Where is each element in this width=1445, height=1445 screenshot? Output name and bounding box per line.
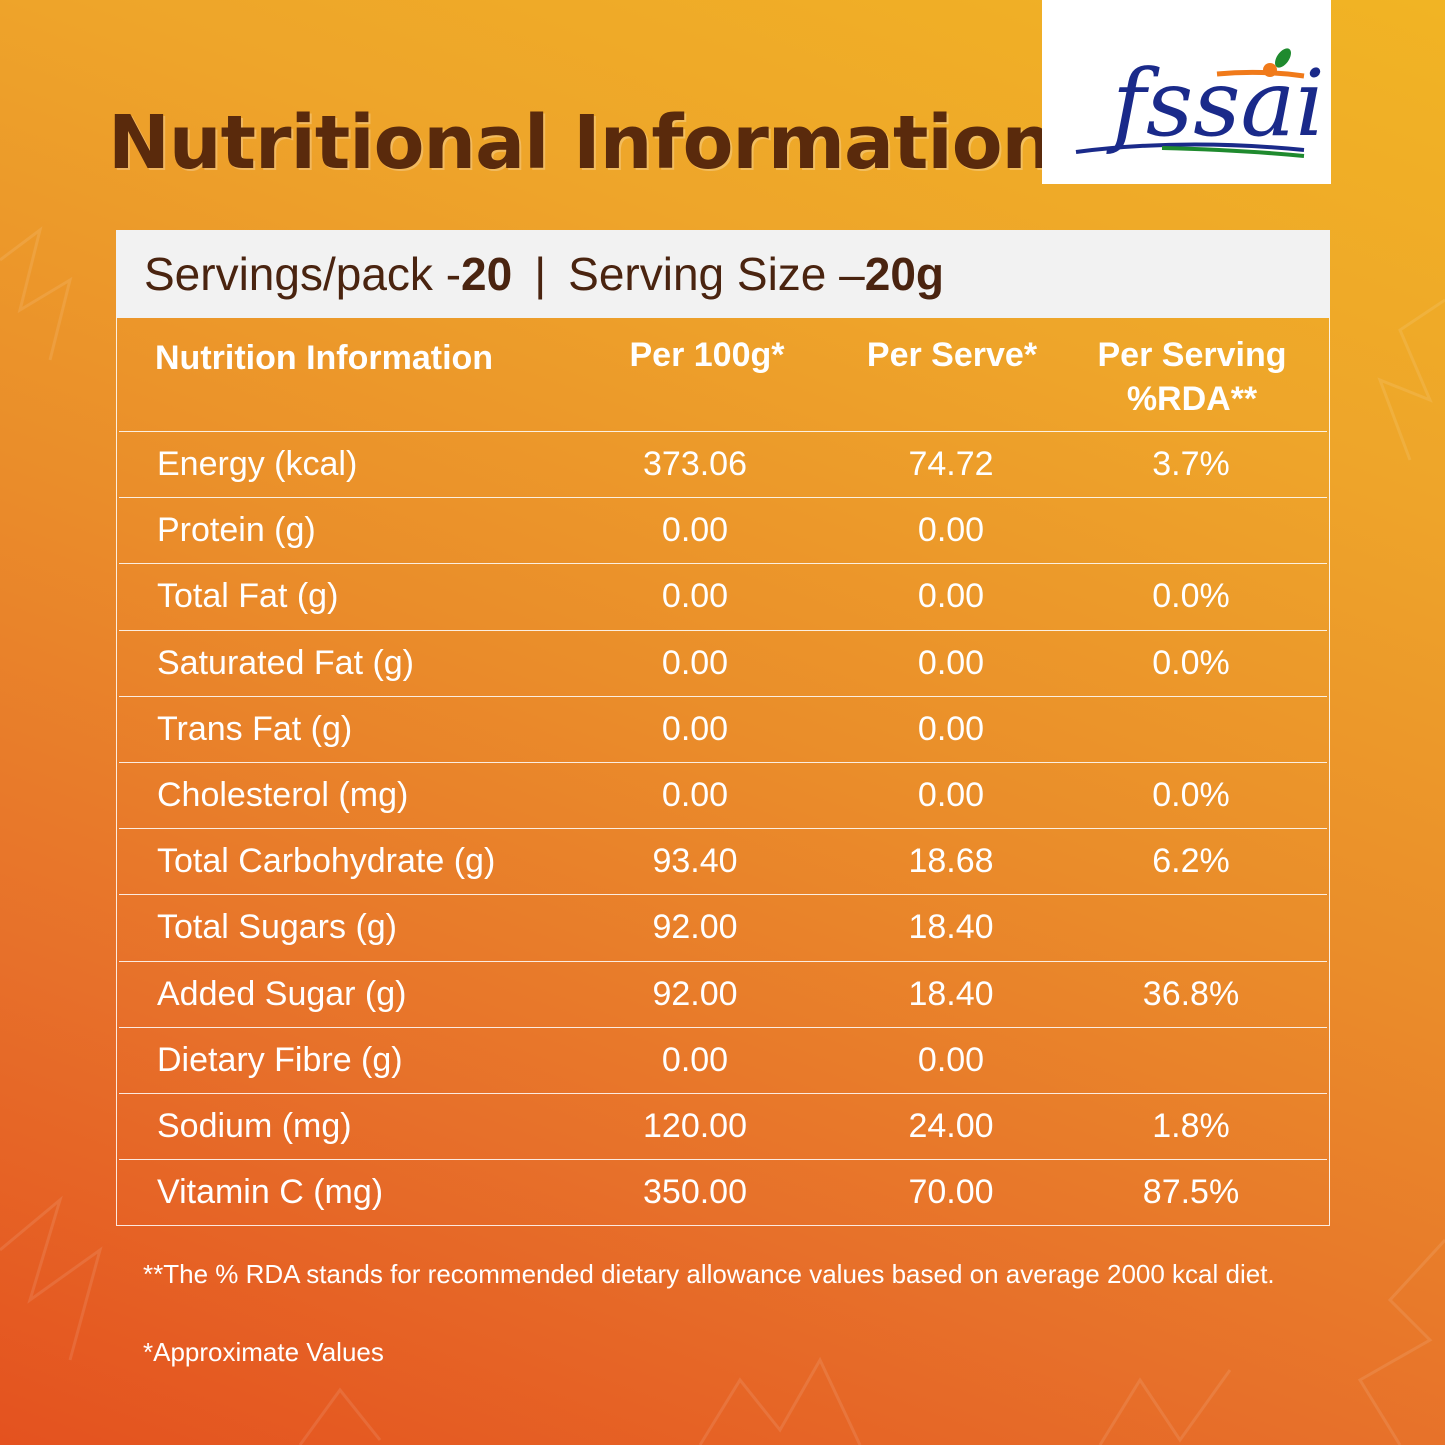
nutrient-name: Total Fat (g) xyxy=(157,577,339,616)
rda-value: 36.8% xyxy=(1142,974,1240,1013)
serving-size-value: 20g xyxy=(864,248,945,300)
fssai-logo-icon: fssai xyxy=(1075,48,1325,158)
table-row: Vitamin C (mg) 350.00 70.00 87.5% xyxy=(119,1159,1327,1226)
table-row: Added Sugar (g) 92.00 18.40 36.8% xyxy=(119,960,1327,1028)
table-row: Total Fat (g) 0.00 0.00 0.0% xyxy=(119,563,1327,630)
per-100g-value: 0.00 xyxy=(661,511,729,550)
per-100g-value: 373.06 xyxy=(643,445,747,483)
table-row: Total Carbohydrate (g) 93.40 18.68 6.2% xyxy=(119,828,1327,895)
nutrient-name: Total Sugars (g) xyxy=(157,908,397,947)
nutrient-name: Energy (kcal) xyxy=(157,445,358,483)
per-serve-value: 0.00 xyxy=(917,1040,985,1079)
rda-value: 87.5% xyxy=(1142,1173,1240,1212)
nutrient-name: Vitamin C (mg) xyxy=(157,1173,384,1212)
table-row: Dietary Fibre (g) 0.00 0.00 xyxy=(119,1026,1327,1094)
table-header-row: Nutrition Information Per 100g* Per Serv… xyxy=(117,318,1329,432)
per-100g-value: 92.00 xyxy=(652,974,738,1013)
per-serve-value: 0.00 xyxy=(917,511,985,550)
per-serve-value: 74.72 xyxy=(908,445,994,483)
table-row: Saturated Fat (g) 0.00 0.00 0.0% xyxy=(119,629,1327,697)
per-serve-value: 0.00 xyxy=(917,709,985,748)
serving-size-label: Serving Size – xyxy=(568,248,865,300)
table-row: Cholesterol (mg) 0.00 0.00 0.0% xyxy=(119,762,1327,829)
servings-label: Servings/pack - xyxy=(144,248,462,300)
svg-text:fssai: fssai xyxy=(1106,50,1325,157)
approximate-values-footnote: *Approximate Values xyxy=(143,1337,384,1367)
per-100g-value: 350.00 xyxy=(643,1173,747,1212)
rda-value: 0.0% xyxy=(1152,643,1230,682)
nutrient-name: Cholesterol (mg) xyxy=(157,776,409,814)
per-100g-value: 0.00 xyxy=(661,643,729,682)
rda-value: 6.2% xyxy=(1152,842,1230,881)
per-100g-value: 93.40 xyxy=(652,842,738,881)
table-row: Trans Fat (g) 0.00 0.00 xyxy=(119,695,1327,763)
per-serve-value: 0.00 xyxy=(917,577,985,616)
rda-value: 0.0% xyxy=(1152,776,1230,814)
per-100g-value: 0.00 xyxy=(661,577,729,616)
rda-value: 0.0% xyxy=(1152,577,1230,616)
header-nutrition-information: Nutrition Information xyxy=(155,339,494,377)
table-row: Energy (kcal) 373.06 74.72 3.7% xyxy=(119,431,1327,498)
serving-info-bar: Servings/pack - 20 | Serving Size – 20g xyxy=(116,230,1330,318)
per-serve-value: 18.40 xyxy=(908,908,994,947)
nutrition-table: Nutrition Information Per 100g* Per Serv… xyxy=(116,318,1330,1226)
per-100g-value: 120.00 xyxy=(643,1107,747,1145)
nutrient-name: Saturated Fat (g) xyxy=(157,643,415,682)
table-row: Total Sugars (g) 92.00 18.40 xyxy=(119,894,1327,961)
per-serve-value: 18.40 xyxy=(908,974,994,1013)
per-serve-value: 0.00 xyxy=(917,776,985,814)
fssai-logo: fssai xyxy=(1042,0,1331,184)
per-serve-value: 70.00 xyxy=(908,1173,994,1212)
rda-footnote: **The % RDA stands for recommended dieta… xyxy=(143,1259,1275,1289)
table-row: Sodium (mg) 120.00 24.00 1.8% xyxy=(119,1093,1327,1160)
servings-value: 20 xyxy=(461,248,513,300)
nutrient-name: Sodium (mg) xyxy=(157,1107,352,1145)
header-per-100g: Per 100g* xyxy=(629,336,785,374)
nutrient-name: Total Carbohydrate (g) xyxy=(157,842,496,881)
rda-value: 3.7% xyxy=(1152,445,1230,483)
nutrient-name: Added Sugar (g) xyxy=(157,974,407,1013)
table-row: Protein (g) 0.00 0.00 xyxy=(119,497,1327,564)
nutrient-name: Protein (g) xyxy=(157,511,316,550)
nutrient-name: Dietary Fibre (g) xyxy=(157,1040,403,1079)
per-100g-value: 0.00 xyxy=(661,1040,729,1079)
page-title: Nutritional Information xyxy=(108,100,1054,186)
nutrient-name: Trans Fat (g) xyxy=(157,709,353,748)
serving-separator: | xyxy=(534,248,547,300)
header-per-serve: Per Serve* xyxy=(866,336,1038,374)
per-100g-value: 0.00 xyxy=(661,709,729,748)
header-per-serving-rda: Per Serving %RDA** xyxy=(1097,336,1287,418)
per-100g-value: 0.00 xyxy=(661,776,729,814)
per-serve-value: 0.00 xyxy=(917,643,985,682)
per-100g-value: 92.00 xyxy=(652,908,738,947)
rda-value: 1.8% xyxy=(1152,1107,1230,1145)
per-serve-value: 24.00 xyxy=(908,1107,994,1145)
per-serve-value: 18.68 xyxy=(908,842,994,881)
